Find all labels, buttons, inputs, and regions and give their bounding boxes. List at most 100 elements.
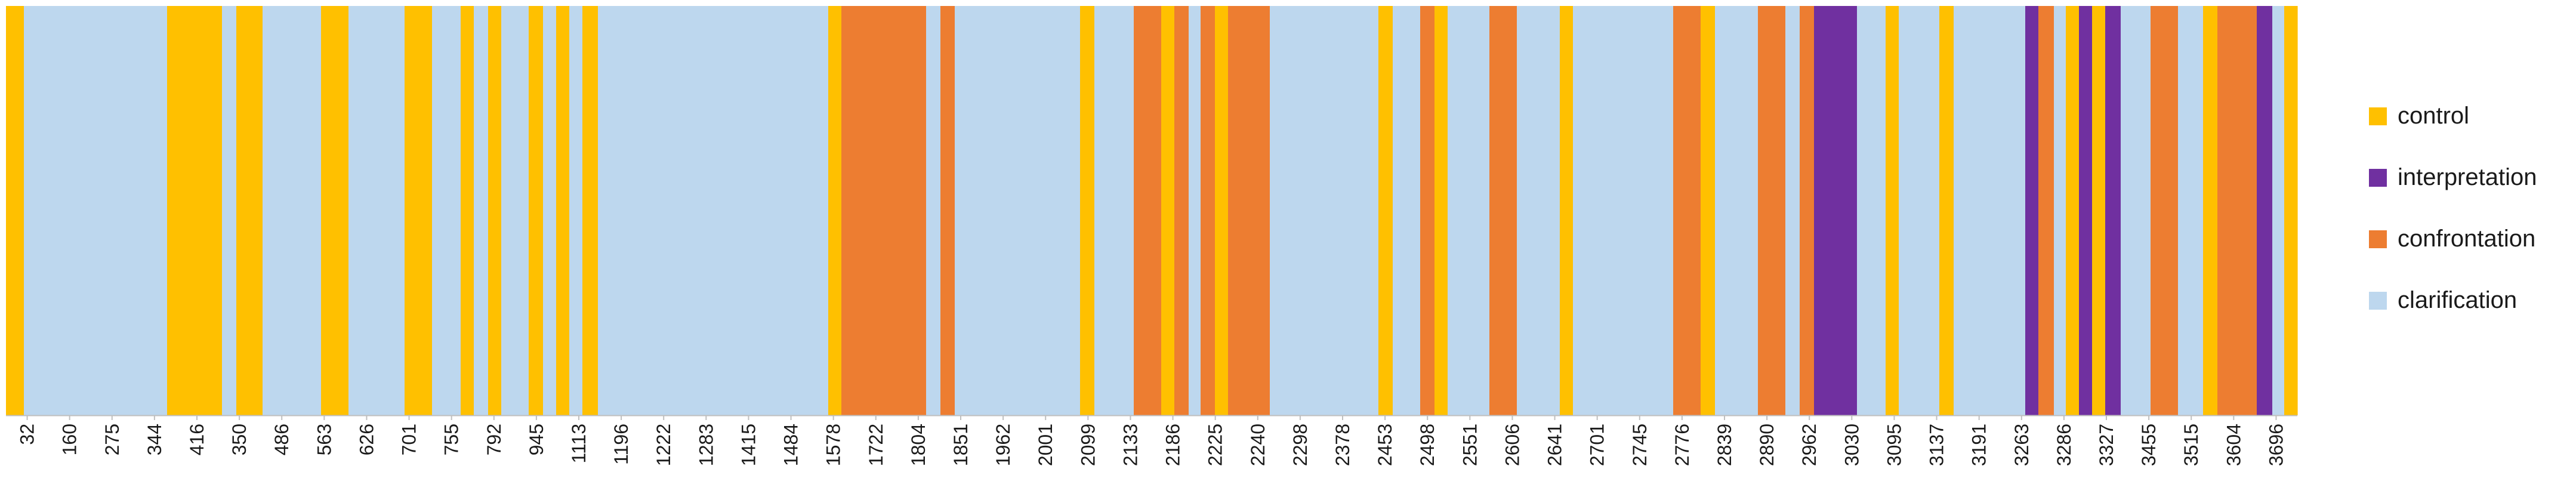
- legend-label: control: [2398, 103, 2469, 129]
- segment-clarification: [1573, 6, 1674, 415]
- segment-control: [1378, 6, 1393, 415]
- segment-control: [2284, 6, 2298, 415]
- segment-confrontation: [2217, 6, 2257, 415]
- segment-clarification: [1393, 6, 1421, 415]
- segment-clarification: [1715, 6, 1759, 415]
- segment-confrontation: [1134, 6, 1162, 415]
- x-tick-label: 2498: [1417, 424, 1438, 466]
- x-tick-label: 2551: [1459, 424, 1480, 466]
- x-tick-label: 755: [441, 424, 462, 455]
- segment-confrontation: [1420, 6, 1435, 415]
- x-axis: 32 160 275 344 416 350 486 563 626 701 755 792 945 11…: [6, 415, 2297, 466]
- segment-control: [1215, 6, 1229, 415]
- segment-control: [1939, 6, 1954, 415]
- segment-clarification: [222, 6, 237, 415]
- segment-control: [2092, 6, 2106, 415]
- x-tick-label: 3515: [2180, 424, 2202, 466]
- x-tick-label: 486: [271, 424, 292, 455]
- segment-clarification: [543, 6, 557, 415]
- x-tick-label: 32: [17, 424, 38, 445]
- legend-label: interpretation: [2398, 164, 2537, 190]
- x-tick-label: 1962: [992, 424, 1014, 466]
- x-tick-label: 2839: [1714, 424, 1735, 466]
- x-tick-label: 2225: [1205, 424, 1226, 466]
- legend-swatch: [2369, 230, 2387, 248]
- segment-clarification: [1517, 6, 1560, 415]
- x-tick-label: 2133: [1119, 424, 1141, 466]
- x-tick-label: 1804: [908, 424, 929, 466]
- segment-control: [1886, 6, 1899, 415]
- segment-confrontation: [940, 6, 955, 415]
- segment-clarification: [24, 6, 168, 415]
- segment-confrontation: [1800, 6, 1815, 415]
- segment-clarification: [598, 6, 829, 415]
- segment-control: [556, 6, 570, 415]
- x-tick-label: 3286: [2053, 424, 2075, 466]
- segment-clarification: [1448, 6, 1490, 415]
- legend-item-interpretation: interpretation: [2369, 164, 2537, 190]
- legend-item-confrontation: confrontation: [2369, 226, 2535, 252]
- x-tick-label: 2240: [1247, 424, 1269, 466]
- plot-area: [6, 6, 2298, 415]
- x-tick-label: 1484: [780, 424, 802, 466]
- segment-control: [1161, 6, 1175, 415]
- segment-clarification: [1785, 6, 1800, 415]
- segment-clarification: [2121, 6, 2151, 415]
- x-tick-label: 2890: [1756, 424, 1778, 466]
- segment-interpretation: [2105, 6, 2121, 415]
- segment-clarification: [569, 6, 583, 415]
- segment-control: [2066, 6, 2080, 415]
- x-tick-label: 626: [356, 424, 377, 455]
- segment-control: [405, 6, 433, 415]
- segment-clarification: [263, 6, 322, 415]
- segment-control: [461, 6, 474, 415]
- segment-control: [1434, 6, 1448, 415]
- segment-confrontation: [2151, 6, 2179, 415]
- legend-swatch: [2369, 107, 2387, 125]
- x-tick-label: 3455: [2138, 424, 2159, 466]
- segment-clarification: [1954, 6, 2026, 415]
- x-tick-label: 3604: [2223, 424, 2244, 466]
- segment-clarification: [474, 6, 489, 415]
- x-tick-label: 1415: [738, 424, 759, 466]
- segment-confrontation: [1673, 6, 1701, 415]
- x-tick-label: 3327: [2096, 424, 2117, 466]
- segment-clarification: [1270, 6, 1379, 415]
- x-tick-label: 792: [483, 424, 505, 455]
- segment-clarification: [926, 6, 941, 415]
- x-tick-label: 3263: [2011, 424, 2032, 466]
- x-tick-label: 2745: [1629, 424, 1651, 466]
- x-tick-label: 1851: [950, 424, 971, 466]
- x-tick-label: 2641: [1544, 424, 1566, 466]
- segment-control: [1701, 6, 1716, 415]
- legend-label: clarification: [2398, 287, 2517, 313]
- x-tick-label: 3137: [1926, 424, 1948, 466]
- x-tick-label: 350: [229, 424, 250, 455]
- segment-clarification: [2272, 6, 2285, 415]
- x-tick-label: 3696: [2265, 424, 2287, 466]
- segment-control: [582, 6, 599, 415]
- segment-clarification: [2178, 6, 2204, 415]
- segment-confrontation: [1489, 6, 1517, 415]
- x-tick-label: 1578: [823, 424, 844, 466]
- x-tick-label: 1113: [568, 424, 590, 463]
- x-tick-label: 160: [59, 424, 81, 455]
- x-tick-label: 1722: [865, 424, 887, 466]
- legend-label: confrontation: [2398, 226, 2535, 252]
- segment-control: [1560, 6, 1574, 415]
- segment-confrontation: [1228, 6, 1270, 415]
- x-tick-label: 1283: [695, 424, 717, 466]
- x-tick-label: 3095: [1883, 424, 1905, 466]
- segment-control: [6, 6, 24, 415]
- segment-clarification: [432, 6, 461, 415]
- segment-clarification: [1899, 6, 1940, 415]
- x-tick-label: 2186: [1162, 424, 1184, 466]
- x-tick-label: 344: [144, 424, 165, 455]
- x-tick-label: 1196: [610, 424, 632, 465]
- x-tick-label: 2298: [1289, 424, 1311, 466]
- segment-control: [529, 6, 544, 415]
- x-tick-label: 563: [313, 424, 335, 455]
- x-tick-label: 1222: [653, 424, 674, 466]
- segment-interpretation: [1814, 6, 1858, 415]
